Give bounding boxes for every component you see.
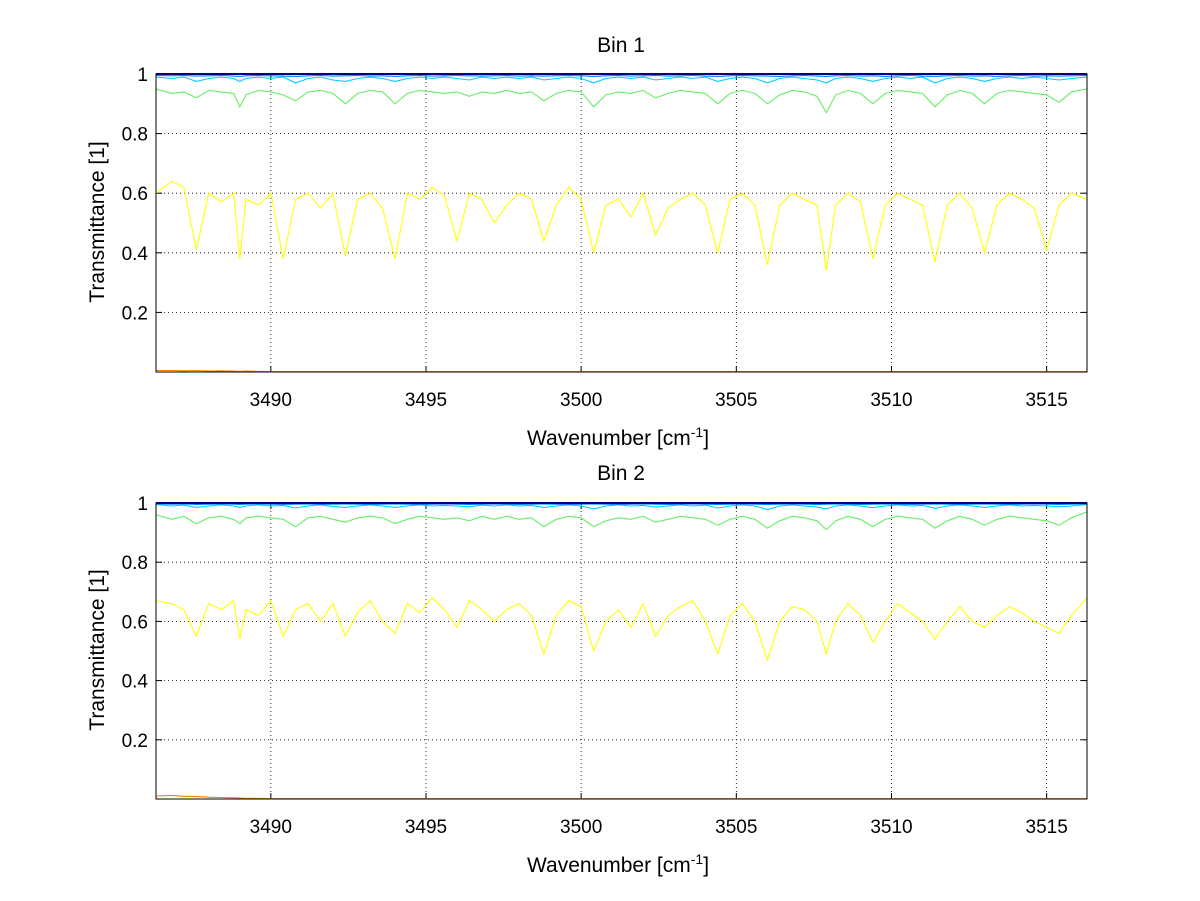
y-tick-label: 0.8 (122, 125, 148, 146)
series-line-yellow (156, 180, 1087, 271)
plot-bin-2: Bin 2 Wavenumber [cm-1] Transmittance [1… (86, 462, 1088, 877)
x-axis-label-end: ] (703, 427, 709, 450)
series-line-yellow (156, 596, 1087, 662)
axes-frame (155, 502, 1088, 800)
x-axis-label-superscript: -1 (691, 424, 704, 440)
y-tick-label: 1 (137, 494, 148, 515)
y-tick-label: 0.2 (122, 303, 148, 324)
plot-title: Bin 2 (597, 462, 645, 485)
x-tick-label: 3510 (870, 817, 912, 838)
series-line-cyan (156, 76, 1087, 84)
y-axis-label: Transmittance [1] (86, 569, 109, 730)
x-tick-label: 3505 (715, 390, 757, 411)
x-tick-label: 3505 (715, 817, 757, 838)
x-tick-label: 3515 (1026, 817, 1068, 838)
x-tick-label: 3510 (870, 390, 912, 411)
series-line-green (156, 511, 1087, 531)
x-tick-label: 3515 (1026, 390, 1068, 411)
y-axis-label: Transmittance [1] (86, 141, 109, 302)
x-axis-label: Wavenumber [cm-1] (527, 851, 709, 877)
series-line-light-blue (156, 74, 1087, 77)
axes-box (155, 502, 1088, 800)
y-tick-label: 0.4 (122, 672, 149, 693)
y-tick-label: 0.2 (122, 731, 148, 752)
x-tick-label: 3495 (405, 817, 447, 838)
x-axis-label-end: ] (703, 854, 709, 877)
x-axis-label: Wavenumber [cm-1] (527, 424, 709, 450)
y-tick-label: 0.6 (122, 612, 148, 633)
x-axis-label-main: Wavenumber [cm (527, 854, 691, 877)
y-tick-label: 0.4 (122, 244, 149, 265)
axes-frame (155, 73, 1088, 373)
axes-box (155, 73, 1088, 373)
plot-title: Bin 1 (597, 34, 645, 57)
plot-bin-1: Bin 1 Wavenumber [cm-1] Transmittance [1… (86, 34, 1088, 450)
y-tick-label: 1 (137, 65, 148, 86)
x-tick-label: 3490 (250, 390, 292, 411)
x-tick-label: 3495 (405, 390, 447, 411)
x-axis-label-superscript: -1 (691, 851, 704, 867)
x-tick-label: 3490 (250, 817, 292, 838)
x-axis-label-main: Wavenumber [cm (527, 427, 691, 450)
y-tick-label: 0.8 (122, 553, 148, 574)
x-tick-label: 3500 (560, 817, 602, 838)
x-tick-label: 3500 (560, 390, 602, 411)
y-tick-label: 0.6 (122, 184, 148, 205)
series-line-green (156, 88, 1087, 114)
